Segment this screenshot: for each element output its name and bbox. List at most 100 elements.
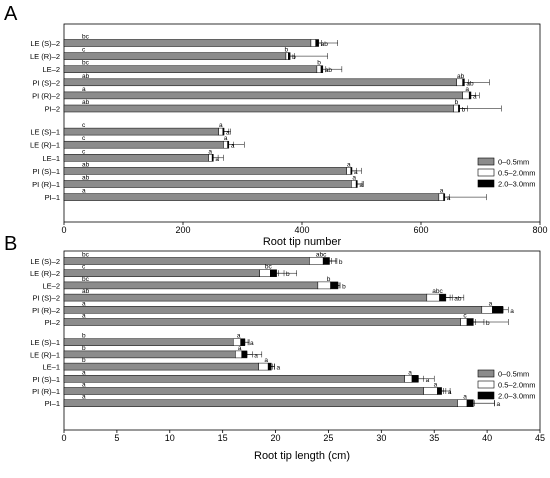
bar-segment bbox=[481, 306, 493, 314]
significance-letter: a bbox=[237, 333, 241, 340]
bar-segment bbox=[63, 257, 310, 265]
category-label: LE (S)–1 bbox=[30, 338, 60, 347]
significance-letter: ab bbox=[321, 41, 329, 48]
significance-letter: bc bbox=[82, 252, 90, 259]
legend-swatch bbox=[477, 179, 495, 188]
significance-letter: c bbox=[82, 122, 86, 129]
significance-letter: b bbox=[285, 47, 289, 54]
bar-segment bbox=[63, 180, 352, 188]
significance-letter: c bbox=[82, 47, 86, 54]
category-label: LE–1 bbox=[42, 154, 60, 163]
x-tick-label: 10 bbox=[165, 433, 175, 443]
significance-letter: a bbox=[347, 161, 351, 168]
bar-segment bbox=[63, 193, 440, 201]
bar-segment bbox=[443, 193, 446, 201]
bar-segment bbox=[457, 399, 468, 407]
significance-letter: ab bbox=[457, 73, 465, 80]
significance-letter: a bbox=[473, 93, 477, 100]
bar-segment bbox=[460, 318, 468, 326]
bar-segment bbox=[456, 78, 463, 87]
x-tick-label: 35 bbox=[429, 433, 439, 443]
bar-segment bbox=[63, 39, 312, 47]
significance-letter: bc bbox=[82, 60, 90, 67]
category-label: PI (R)–2 bbox=[32, 306, 60, 315]
category-label: PI (S)–2 bbox=[32, 78, 60, 87]
bar-segment bbox=[63, 65, 318, 73]
significance-letter: a bbox=[463, 394, 467, 401]
bar-segment bbox=[259, 269, 271, 277]
significance-letter: a bbox=[354, 169, 358, 176]
significance-letter: bc bbox=[82, 34, 90, 41]
significance-letter: c bbox=[82, 264, 86, 271]
significance-letter: a bbox=[254, 352, 258, 359]
significance-letter: c bbox=[82, 148, 86, 155]
significance-letter: b bbox=[82, 333, 86, 340]
x-tick-label: 0 bbox=[61, 225, 66, 235]
category-label: LE (R)–2 bbox=[30, 269, 60, 278]
significance-letter: b bbox=[462, 107, 466, 114]
bar-segment bbox=[222, 127, 225, 136]
significance-letter: a bbox=[408, 369, 412, 376]
significance-letter: a bbox=[250, 340, 254, 347]
legend: 0–0.5mm 0.5–2.0mm 2.0–3.0mm bbox=[477, 369, 536, 401]
significance-letter: a bbox=[426, 377, 430, 384]
x-tick-label: 15 bbox=[218, 433, 228, 443]
x-tick-label: 200 bbox=[175, 225, 190, 235]
legend-swatch bbox=[477, 380, 495, 389]
bar-segment bbox=[288, 52, 291, 60]
bar-segment bbox=[426, 293, 440, 302]
category-label: PI (R)–2 bbox=[32, 91, 60, 100]
legend-label: 0.5–2.0mm bbox=[498, 169, 536, 178]
bar-segment bbox=[320, 65, 324, 73]
bar-segment bbox=[355, 180, 358, 188]
significance-letter: a bbox=[82, 86, 86, 93]
bar-segment bbox=[330, 281, 339, 290]
bar-segment bbox=[63, 91, 463, 100]
significance-letter: a bbox=[440, 188, 444, 195]
legend-swatch bbox=[477, 391, 495, 400]
significance-letter: b bbox=[486, 320, 490, 327]
bar-segment bbox=[404, 375, 413, 383]
bar-segment bbox=[316, 65, 322, 73]
x-tick-label: 45 bbox=[535, 433, 545, 443]
significance-letter: b bbox=[327, 276, 331, 283]
significance-letter: bc bbox=[265, 264, 273, 271]
significance-letter: ab bbox=[82, 73, 90, 80]
category-label: PI–1 bbox=[45, 193, 60, 202]
significance-letter: b bbox=[455, 99, 459, 106]
significance-letter: a bbox=[82, 382, 86, 389]
bar-segment bbox=[322, 257, 330, 265]
bar-segment bbox=[267, 362, 272, 371]
bar-segment bbox=[241, 350, 248, 359]
significance-letter: a bbox=[359, 182, 363, 189]
x-tick-label: 0 bbox=[61, 433, 66, 443]
category-label: PI–2 bbox=[45, 105, 60, 114]
legend-swatch bbox=[477, 168, 495, 177]
significance-letter: abc bbox=[432, 288, 443, 295]
significance-letter: a bbox=[82, 369, 86, 376]
legend: 0–0.5mm 0.5–2.0mm 2.0–3.0mm bbox=[477, 158, 536, 189]
panel-label: B bbox=[4, 233, 17, 255]
bar-segment bbox=[235, 350, 242, 359]
chart-panel-b: B 0 5 10 15 20 25 30 35 40 45 Root tip length (cm) L… bbox=[4, 233, 545, 462]
significance-letter: a bbox=[231, 143, 235, 150]
significance-letter: b bbox=[339, 259, 343, 266]
significance-letter: a bbox=[82, 188, 86, 195]
category-label: PI (S)–1 bbox=[32, 167, 60, 176]
panel-label: A bbox=[4, 3, 18, 25]
bar-segment bbox=[63, 281, 319, 290]
bar-segment bbox=[315, 39, 319, 47]
legend-swatch bbox=[477, 369, 495, 378]
bar-segment bbox=[63, 399, 458, 407]
bar-segment bbox=[63, 104, 454, 113]
bar-segment bbox=[468, 91, 472, 100]
category-label: LE–1 bbox=[42, 363, 60, 372]
significance-letter: ab bbox=[325, 67, 333, 74]
bar-segment bbox=[218, 127, 224, 136]
category-label: LE (S)–2 bbox=[30, 257, 60, 266]
significance-letter: a bbox=[208, 148, 212, 155]
x-tick-label: 800 bbox=[532, 225, 547, 235]
